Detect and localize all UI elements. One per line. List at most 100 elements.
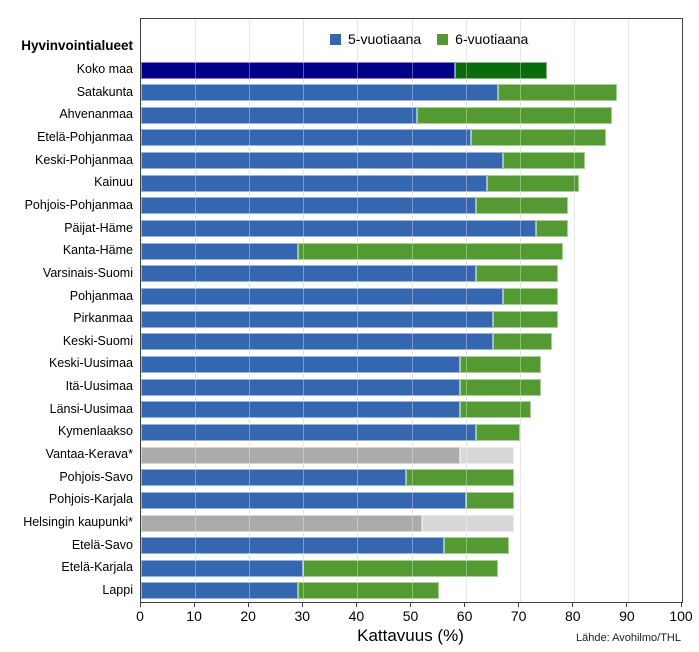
bar-row [141, 310, 682, 328]
segment-age6 [503, 288, 558, 305]
segment-age5 [141, 152, 504, 170]
category-label: Etelä-Savo [71, 537, 133, 552]
axis-tick-label: 10 [186, 608, 202, 624]
legend: 5-vuotiaana 6-vuotiaana [330, 31, 528, 47]
bar-row [141, 61, 682, 79]
axis-tick-label: 0 [136, 608, 144, 624]
category-label: Länsi-Uusimaa [49, 401, 133, 416]
axis-tick [626, 602, 628, 607]
segment-age5 [141, 129, 471, 147]
segment-age5 [141, 423, 477, 441]
axis-tick-label: 40 [348, 608, 365, 624]
segment-age6 [460, 446, 515, 464]
segment-age5 [141, 220, 536, 238]
gridline [411, 19, 413, 602]
segment-age5 [141, 491, 466, 509]
axis-tick [410, 602, 411, 607]
plot-area [140, 18, 683, 603]
legend-swatch-5v [330, 33, 341, 45]
category-label-column: Koko maa Satakunta Ahvenanmaa Etelä-Pohjanm… [0, 0, 133, 652]
category-label: Keski-Pohjanmaa [35, 152, 133, 167]
category-label: Pohjois-Karjala [48, 492, 133, 507]
category-label: Pirkanmaa [73, 311, 133, 326]
segment-age6 [492, 310, 558, 328]
segment-age5 [141, 514, 423, 532]
gridline-overlay [249, 19, 251, 602]
legend-label-5v: 5-vuotiaana [348, 31, 422, 47]
axis-tick [247, 602, 249, 607]
bar-row [141, 537, 682, 555]
segment-age6 [406, 469, 515, 487]
segment-age6 [535, 220, 569, 238]
segment-age5 [141, 378, 461, 396]
axis-tick-label: 60 [456, 608, 473, 624]
bar-row [141, 378, 682, 396]
bar-row [141, 265, 682, 283]
category-label: Etelä-Karjala [61, 560, 133, 575]
x-axis-tick-labels: 0 10 20 30 40 50 60 70 80 90 100 [136, 608, 693, 624]
axis-tick-label: 70 [510, 608, 527, 624]
category-label: Pohjois-Savo [59, 469, 133, 484]
gridline-overlay [195, 19, 197, 602]
bar-row [141, 514, 682, 532]
axis-tick-label: 90 [619, 608, 635, 624]
gridline [249, 19, 251, 602]
category-label: Kanta-Häme [62, 243, 133, 258]
segment-age5 [141, 333, 493, 351]
segment-age6 [498, 84, 618, 102]
category-label: Etelä-Pohjanmaa [37, 129, 133, 144]
category-label: Vantaa-Kerava* [45, 447, 133, 462]
axis-tick-label: 50 [402, 608, 419, 624]
segment-age6 [476, 265, 558, 283]
segment-age5 [141, 355, 461, 373]
bar-row [141, 129, 682, 147]
segment-age5 [141, 446, 461, 464]
segment-age5 [141, 242, 298, 260]
gridline-overlay [519, 19, 521, 602]
category-label: Helsingin kaupunki* [23, 515, 133, 529]
category-label: Keski-Uusimaa [48, 356, 133, 371]
bar-row [141, 242, 682, 260]
segment-age5 [141, 559, 304, 577]
axis-tick-label: 100 [669, 608, 693, 624]
x-axis-title: Kattavuus (%) [357, 626, 464, 645]
x-axis-tick-marks [139, 602, 682, 608]
segment-age5 [141, 106, 417, 124]
axis-tick [355, 602, 357, 607]
segment-age6 [422, 514, 515, 532]
gridline-overlay [303, 19, 305, 602]
legend-item-5v: 5-vuotiaana [330, 31, 421, 47]
axis-tick [572, 602, 574, 607]
segment-age5 [141, 469, 407, 487]
segment-age6 [476, 197, 569, 215]
axis-tick [464, 602, 466, 607]
gridline [573, 19, 575, 602]
category-label: Koko maa [76, 62, 133, 76]
bar-row [141, 401, 682, 419]
category-label: Lappi [102, 582, 133, 597]
segment-age6 [416, 106, 612, 124]
gridline-overlay [573, 19, 575, 602]
segment-age5 [141, 310, 493, 328]
gridline-overlay [411, 19, 413, 602]
segment-age5 [141, 582, 298, 600]
source-note: Lähde: Avohilmo/THL [576, 632, 681, 644]
bar-row [141, 84, 682, 102]
bar-row [141, 106, 682, 124]
axis-tick-label: 30 [294, 608, 311, 624]
category-label: Päijat-Häme [64, 220, 133, 235]
bar-row [141, 174, 682, 192]
bar-row [141, 355, 682, 373]
bar-row [141, 423, 682, 441]
legend-item-6v: 6-vuotiaana [437, 31, 528, 47]
segment-age6 [465, 491, 515, 509]
axis-tick [193, 602, 195, 607]
gridline-overlay [627, 19, 629, 602]
y-axis-title: Hyvinvointialueet [21, 38, 133, 53]
axis-tick [680, 602, 682, 607]
gridline [627, 19, 629, 602]
axis-tick [301, 602, 303, 607]
gridline [519, 19, 521, 602]
category-label: Varsinais-Suomi [42, 265, 133, 280]
bar-row [141, 197, 682, 215]
